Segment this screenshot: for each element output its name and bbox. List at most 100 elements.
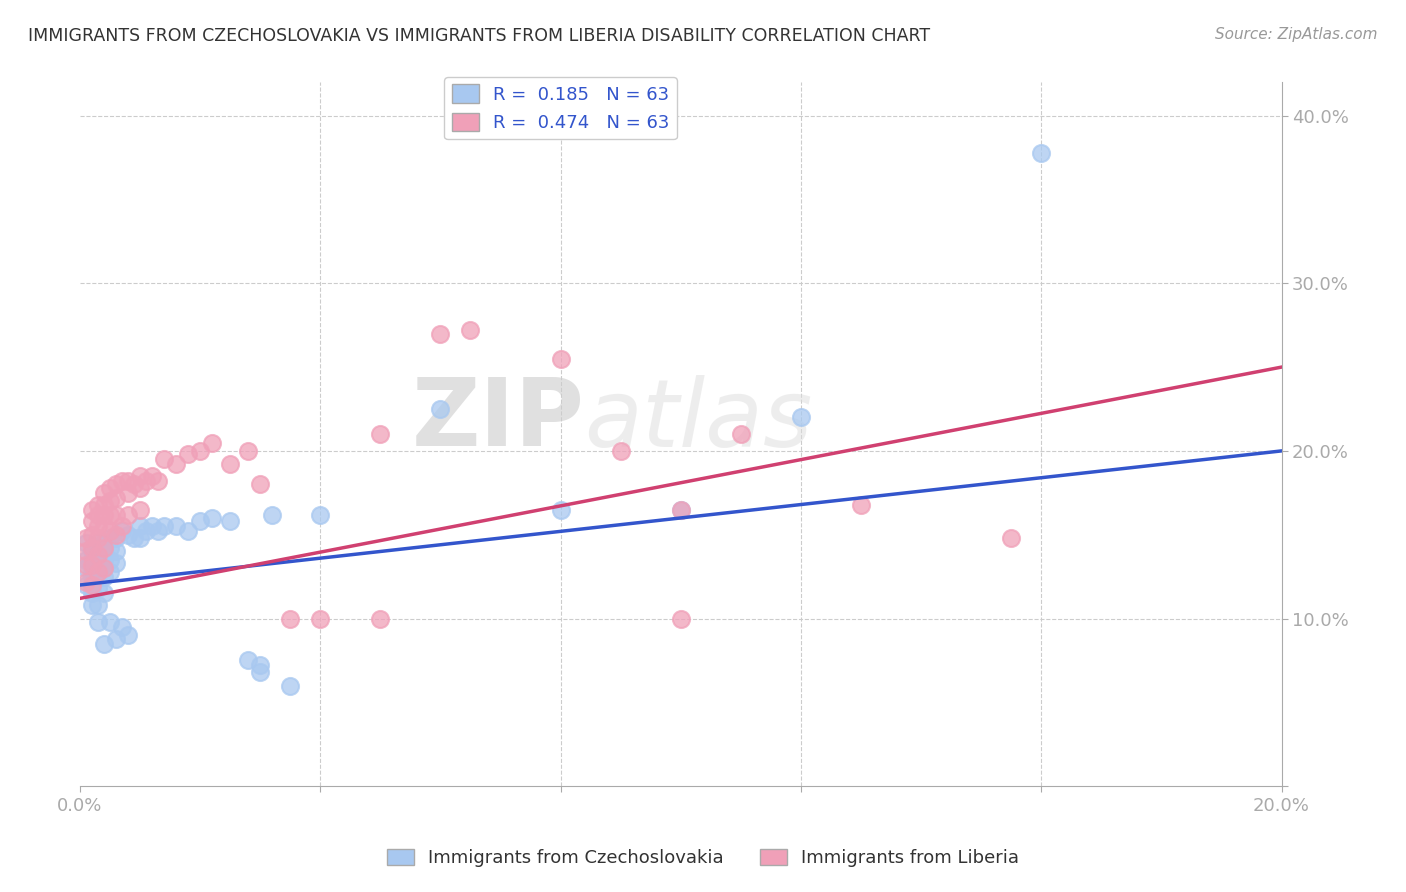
Point [93,586,115,600]
Point [550,502,572,516]
Point [550,351,572,366]
Point [80,502,103,516]
Point [75,544,97,558]
Point [368,427,391,442]
Point [141,469,163,483]
Point [249,665,271,680]
Point [104,527,127,541]
Point [87,531,110,545]
Point [117,508,139,522]
Point [236,653,259,667]
Point [104,556,127,570]
Point [460,323,482,337]
Point [87,598,110,612]
Point [309,508,332,522]
Point [93,541,115,555]
Point [87,498,110,512]
Point [80,553,103,567]
Point [117,527,139,541]
Point [146,524,169,539]
Point [93,508,115,522]
Point [87,548,110,562]
Point [249,658,271,673]
Point [429,326,451,341]
Point [93,569,115,583]
Point [669,502,692,516]
Point [790,410,813,425]
Point [98,531,121,545]
Point [1000,531,1022,545]
Point [93,553,115,567]
Point [98,565,121,579]
Point [87,548,110,562]
Point [177,447,200,461]
Point [201,435,224,450]
Point [80,541,103,555]
Point [1031,145,1053,160]
Point [111,524,134,539]
Point [98,553,121,567]
Point [93,519,115,533]
Point [87,582,110,596]
Point [87,541,110,555]
Point [75,574,97,589]
Point [104,477,127,491]
Point [80,582,103,596]
Point [111,519,134,533]
Point [262,508,284,522]
Point [278,679,301,693]
Point [146,474,169,488]
Point [849,498,872,512]
Point [87,549,110,564]
Point [80,598,103,612]
Point [93,637,115,651]
Point [730,427,752,442]
Point [75,578,97,592]
Point [201,511,224,525]
Point [129,481,152,495]
Point [75,536,97,550]
Point [236,444,259,458]
Point [153,452,176,467]
Point [104,531,127,545]
Point [165,458,187,472]
Point [188,514,211,528]
Point [104,491,127,505]
Point [87,565,110,579]
Point [669,502,692,516]
Point [98,508,121,522]
Point [93,561,115,575]
Point [141,519,163,533]
Point [104,632,127,646]
Point [80,578,103,592]
Point [117,485,139,500]
Point [429,402,451,417]
Point [98,524,121,539]
Point [219,458,242,472]
Point [177,524,200,539]
Point [669,611,692,625]
Point [104,508,127,522]
Point [80,527,103,541]
Point [98,541,121,555]
Point [188,444,211,458]
Point [98,615,121,629]
Point [87,519,110,533]
Point [165,519,187,533]
Point [368,611,391,625]
Point [80,569,103,583]
Point [75,561,97,575]
Point [87,536,110,550]
Point [80,544,103,558]
Point [129,531,152,545]
Point [98,481,121,495]
Point [80,586,103,600]
Text: atlas: atlas [585,375,813,466]
Point [80,558,103,572]
Point [117,474,139,488]
Point [278,611,301,625]
Point [309,611,332,625]
Point [129,519,152,533]
Point [75,531,97,545]
Point [122,477,145,491]
